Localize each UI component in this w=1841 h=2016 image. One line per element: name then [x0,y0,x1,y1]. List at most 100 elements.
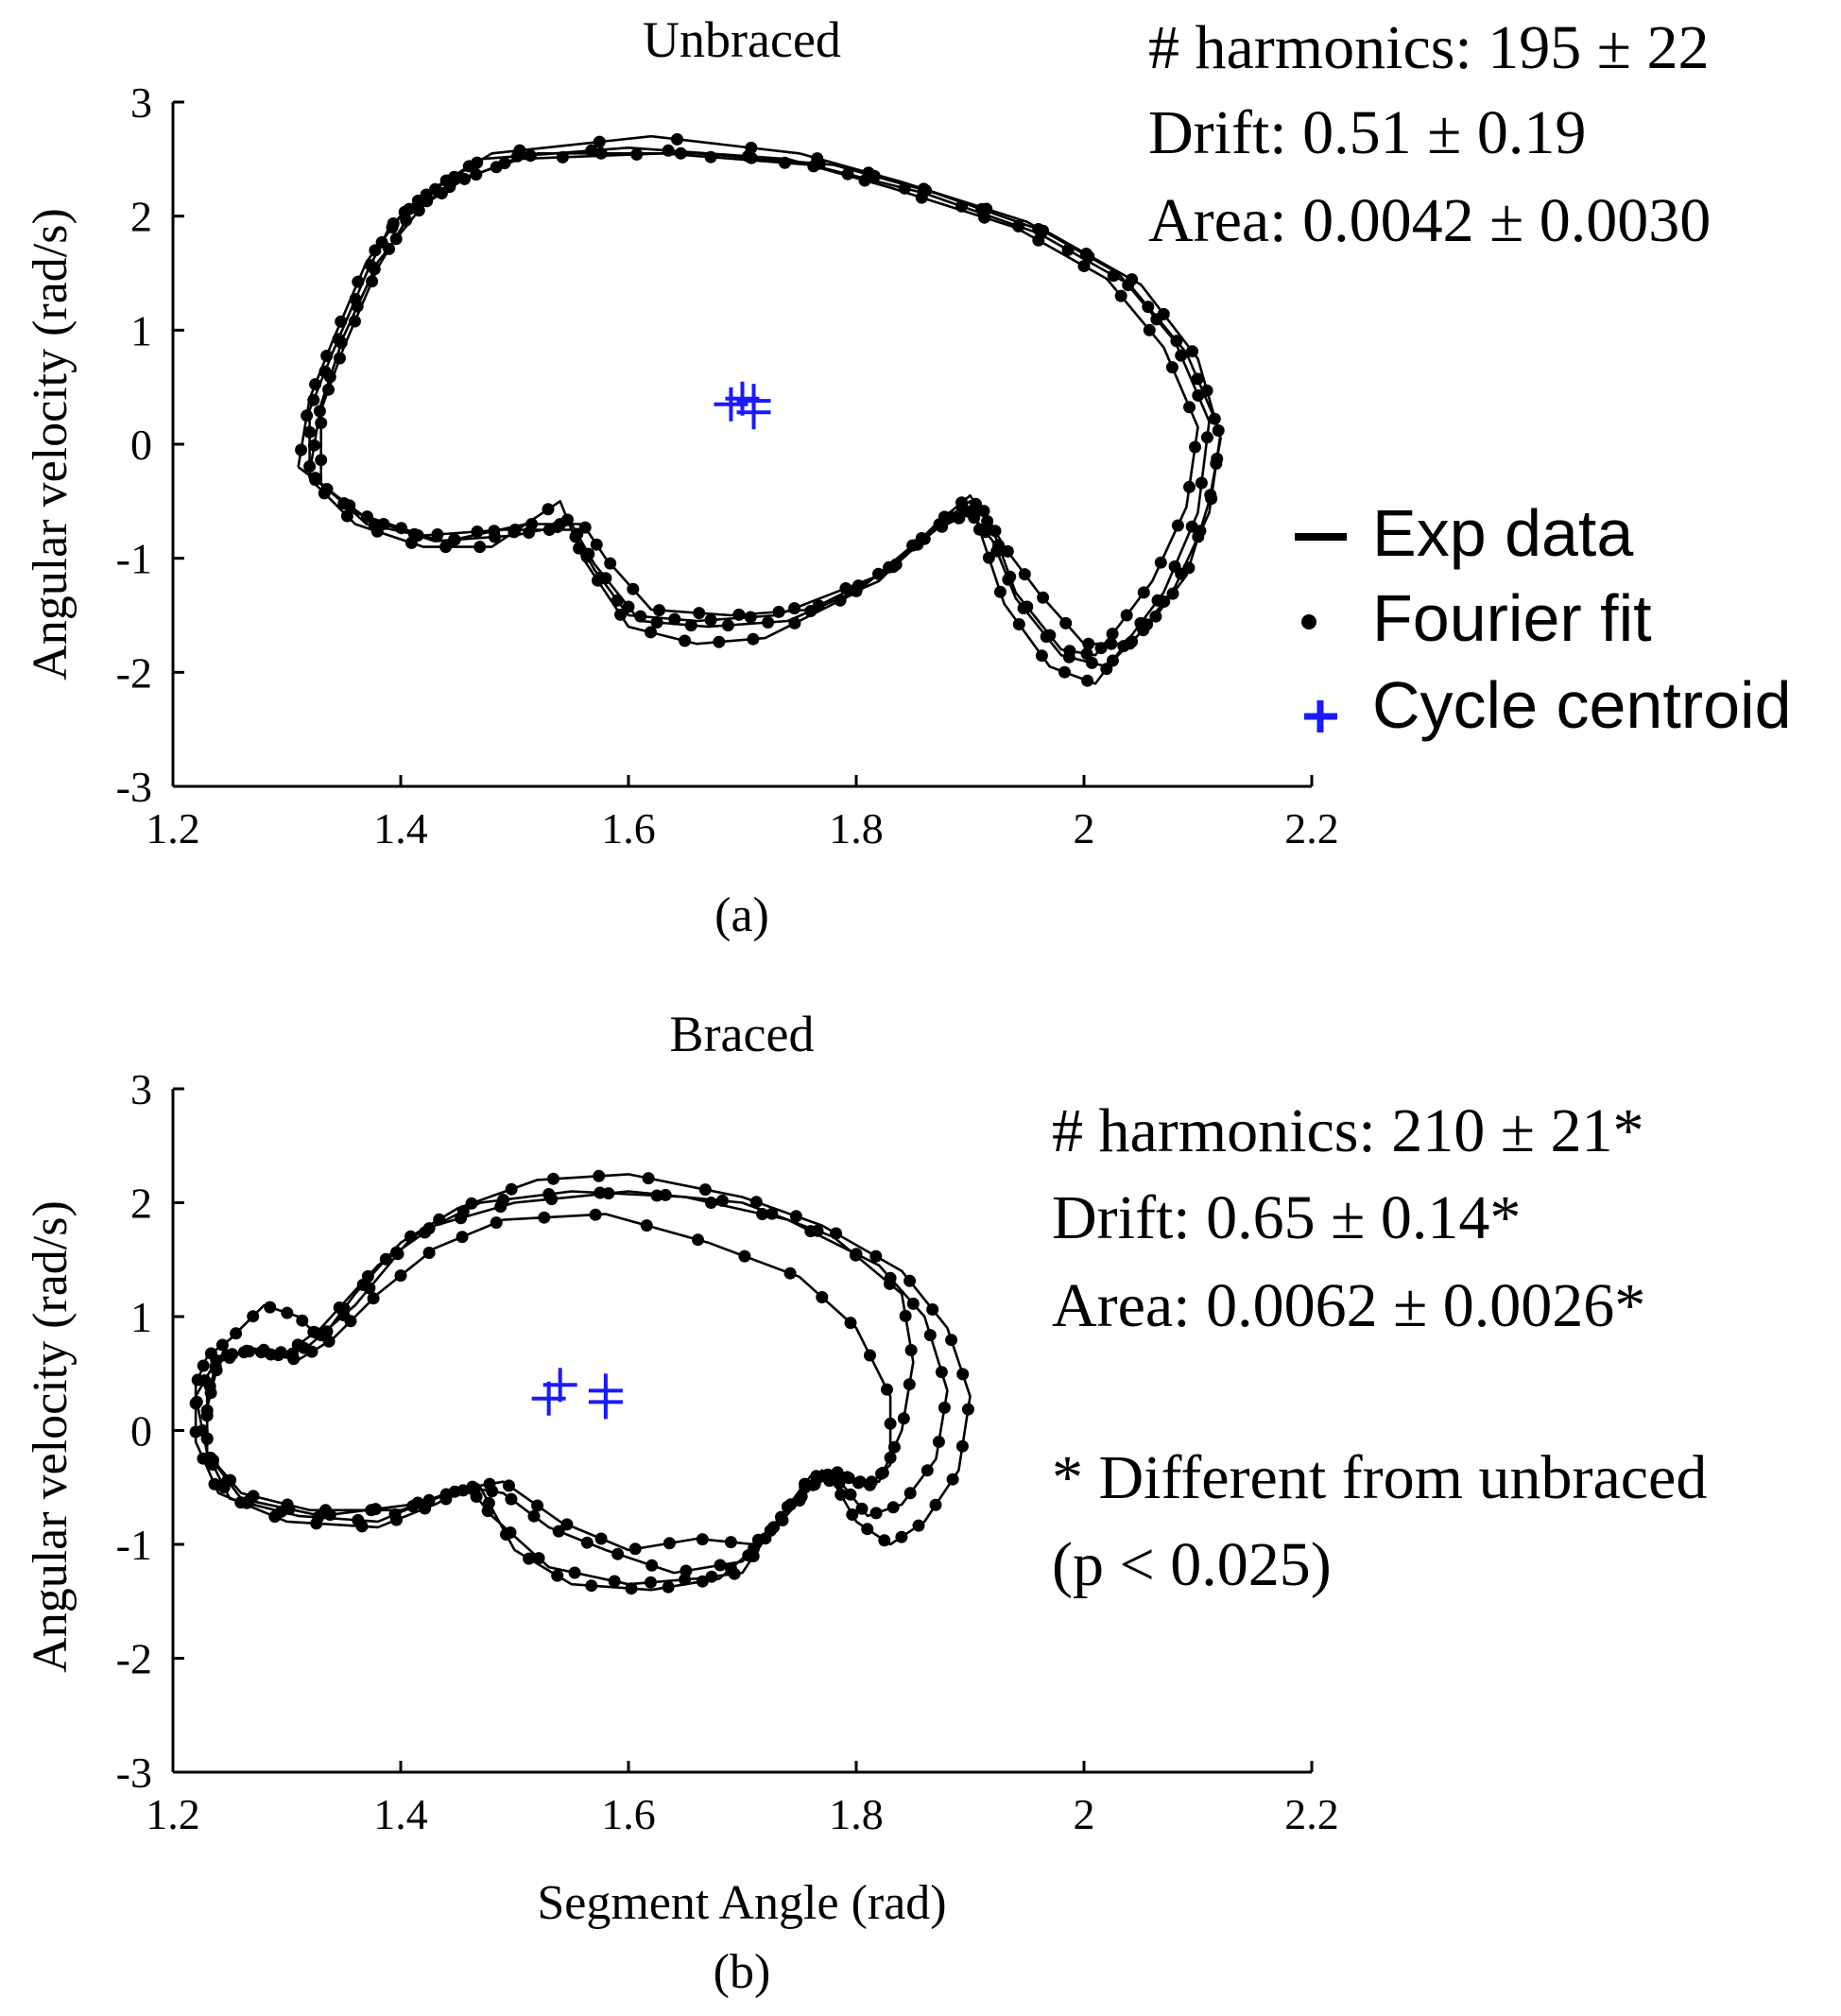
fourier-fit-point [611,594,624,607]
fourier-fit-point [230,1327,243,1340]
fourier-fit-point [1082,637,1095,650]
fourier-fit-point [714,1559,727,1572]
fourier-fit-point [1094,642,1108,655]
exp-data-cycle-4 [194,1213,892,1552]
fourier-fit-point [589,1208,602,1221]
fourier-fit-point [742,1549,755,1562]
fourier-fit-point [1012,618,1025,630]
fourier-fit-point [861,1523,874,1536]
fourier-fit-point [872,567,885,580]
fourier-fit-point [462,160,475,173]
fourier-fit-point [411,1496,424,1509]
fourier-fit-point [305,1345,318,1358]
fourier-fit-point [762,616,775,629]
fourier-fit-point [841,167,854,181]
y-tick-label: 2 [130,1180,152,1228]
fourier-fit-point [315,454,328,467]
fourier-fit-point [309,472,322,485]
x-tick-label: 1.4 [373,1790,428,1838]
fourier-fit-point [627,582,640,595]
panel-a-stat-area: Area: 0.0042 ± 0.0030 [1148,186,1711,255]
fourier-fit-point [834,1488,848,1501]
fourier-fit-point [1114,289,1127,302]
fourier-fit-point [433,1213,446,1226]
fourier-fit-point [918,532,931,545]
fourier-fit-point [215,1338,229,1352]
y-tick-label: 0 [130,421,152,469]
fourier-fit-point [388,1508,402,1521]
fourier-fit-point [482,1496,495,1509]
fourier-fit-point [904,1344,918,1356]
fourier-fit-point [569,530,582,543]
fourier-fit-point [1040,630,1053,644]
fourier-fit-point [307,439,320,452]
fourier-fit-point [243,1494,256,1508]
fourier-fit-point [645,1576,657,1589]
fourier-fit-point [944,510,957,524]
fourier-fit-point [525,518,539,530]
fourier-fit-point [766,1207,779,1220]
fourier-fit-point [505,1492,518,1506]
fourier-fit-point [196,1424,209,1437]
fourier-fit-point [419,1226,432,1239]
fourier-fit-point [344,1315,357,1328]
fourier-fit-point [488,525,501,538]
fourier-fit-point [295,443,308,457]
fourier-fit-point [945,1334,958,1347]
fourier-fit-point [1107,269,1120,283]
fourier-fit-point [1171,519,1184,532]
x-tick-label: 1.6 [601,804,656,853]
panel-a-cycle-centroids [714,381,771,430]
exp-data-cycle-4 [308,152,1222,646]
fourier-fit-point [889,558,903,571]
fourier-fit-point [560,1518,574,1531]
fourier-fit-point [816,1291,829,1303]
fourier-fit-point [352,275,365,288]
panel-b-cycle-centroids [531,1368,623,1420]
y-tick-label: 3 [130,1065,152,1113]
x-tick-label: 2.2 [1284,804,1339,853]
fourier-fit-point [351,300,364,313]
fourier-fit-point [1166,587,1179,600]
fourier-fit-point [844,1317,857,1330]
fourier-fit-point [333,1301,346,1314]
fourier-fit-point [573,542,586,555]
fourier-fit-point [899,1309,912,1322]
fourier-fit-point [704,150,717,164]
fourier-fit-point [625,1582,638,1595]
x-tick-label: 1.8 [829,804,884,853]
panel-b-stat-drift: Drift: 0.65 ± 0.14* [1052,1183,1521,1252]
fourier-fit-point [679,634,692,647]
fourier-fit-point [500,1528,512,1541]
fourier-fit-point [538,1211,551,1224]
exp-data-cycle-2 [205,1190,949,1592]
fourier-fit-point [369,244,382,257]
fourier-fit-point [981,515,994,527]
y-tick-label: -3 [116,763,152,811]
fourier-fit-point [404,1230,417,1243]
fourier-fit-point [421,195,434,208]
fourier-fit-point [1165,361,1179,374]
fourier-fit-point [772,605,785,618]
fourier-fit-point [545,1193,559,1206]
fourier-fit-point [542,503,555,516]
fourier-fit-point [281,1306,294,1319]
fourier-fit-point [692,1233,704,1247]
fourier-fit-point [1037,591,1050,604]
fourier-fit-point [394,1269,407,1283]
fourier-fit-point [653,604,665,617]
fourier-fit-point [614,608,628,621]
fourier-fit-point [903,1274,917,1287]
fourier-fit-point [352,1513,365,1526]
legend: Exp data Fourier fit Cycle centroid [1295,496,1792,742]
fourier-fit-point [1085,656,1098,669]
fourier-fit-point [938,1401,951,1414]
fourier-fit-point [291,1338,304,1352]
fourier-fit-point [920,1464,934,1477]
fourier-fit-point [932,1436,945,1448]
fourier-fit-point [531,1499,544,1512]
fourier-fit-point [659,1188,672,1201]
fourier-fit-point [542,524,556,536]
fourier-fit-point [320,483,334,495]
